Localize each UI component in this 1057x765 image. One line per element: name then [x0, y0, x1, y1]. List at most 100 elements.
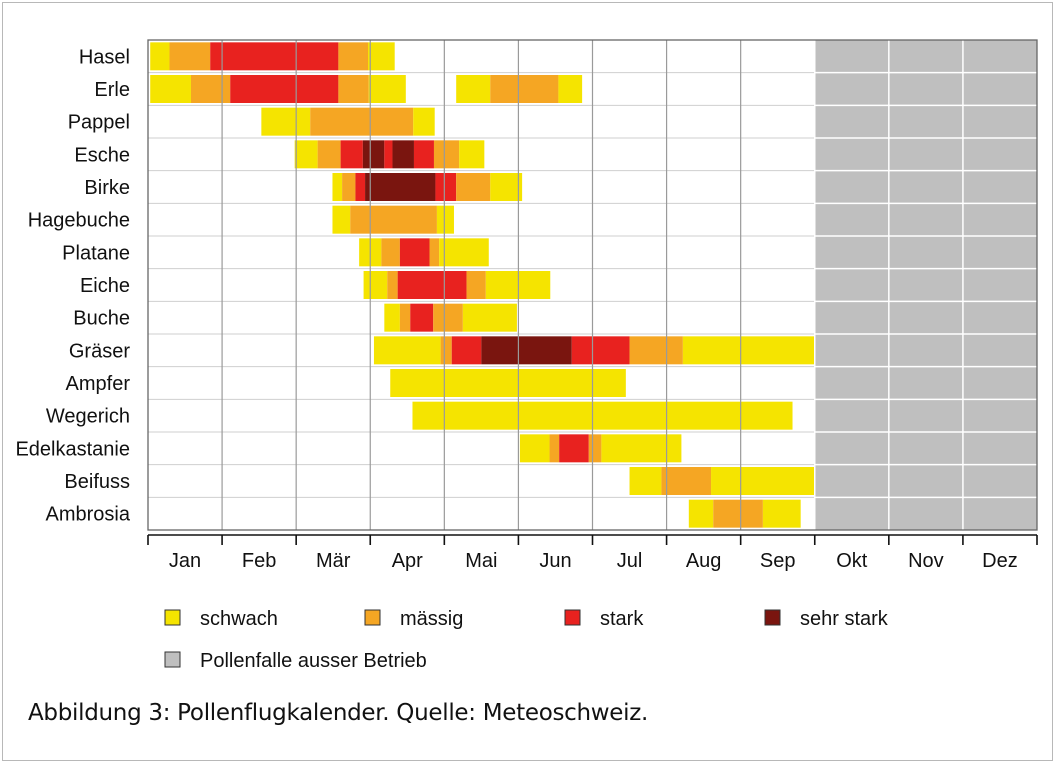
legend-label-sehr_stark: sehr stark: [800, 608, 889, 630]
bar-segment-schwach: [261, 107, 311, 136]
legend-label-schwach: schwach: [200, 608, 278, 630]
row-label: Ampfer: [66, 373, 131, 395]
bar-segment-maessig: [429, 238, 440, 267]
bar-segment-schwach: [682, 336, 815, 365]
bar-segment-maessig: [169, 42, 211, 71]
bar-segment-maessig: [317, 140, 341, 169]
bar-segment-maessig: [190, 75, 231, 103]
row-label: Hasel: [79, 46, 130, 68]
legend-label-stark: stark: [600, 608, 644, 630]
bar-segment-sehr_stark: [481, 336, 572, 365]
legend-label-maessig: mässig: [400, 608, 463, 630]
bar-segment-schwach: [368, 42, 395, 71]
row-label: Gräser: [69, 340, 130, 362]
bar-segment-schwach: [413, 107, 435, 136]
bar-segment-schwach: [294, 140, 318, 169]
bar-segment-stark: [210, 42, 339, 71]
legend-swatch-stark: [564, 609, 581, 626]
bar-segment-maessig: [456, 173, 491, 201]
bar-segment-schwach: [762, 499, 801, 528]
figure-caption: Abbildung 3: Pollenflugkalender. Quelle:…: [28, 700, 649, 726]
x-tick-label: Mär: [316, 550, 351, 572]
bar-segment-schwach: [368, 75, 406, 103]
bar-segment-stark: [413, 140, 434, 169]
row-label: Erle: [94, 79, 130, 101]
legend-swatch-maessig: [364, 609, 381, 626]
row-label: Ambrosia: [46, 504, 131, 526]
row-label: Birke: [84, 177, 130, 199]
bar-segment-schwach: [412, 401, 793, 430]
bar-segment-maessig: [661, 467, 712, 495]
x-tick-label: Mai: [465, 550, 497, 572]
bar-segment-stark: [435, 173, 457, 201]
legend-swatch-ausser_betrieb: [164, 651, 181, 668]
bar-segment-schwach: [373, 336, 441, 365]
bar-segment-maessig: [466, 271, 486, 299]
bar-segment-schwach: [332, 173, 343, 201]
bar-segment-maessig: [490, 75, 559, 103]
bar-segment-schwach: [519, 434, 550, 463]
bar-segment-schwach: [688, 499, 714, 528]
bar-segment-maessig: [433, 140, 460, 169]
row-label: Hagebuche: [28, 210, 130, 232]
x-tick-label: Jul: [617, 550, 643, 572]
x-tick-label: Jun: [539, 550, 571, 572]
row-label: Wegerich: [46, 406, 130, 428]
bar-segment-stark: [397, 271, 467, 299]
x-tick-label: Okt: [836, 550, 868, 572]
legend-swatch-schwach: [164, 609, 181, 626]
bar-segment-sehr_stark: [392, 140, 414, 169]
bar-segment-maessig: [338, 42, 369, 71]
bar-segment-schwach: [490, 173, 523, 201]
bar-segment-stark: [355, 173, 366, 201]
row-label: Buche: [73, 308, 130, 330]
bar-segment-schwach: [384, 303, 400, 332]
bar-segment-schwach: [363, 271, 388, 299]
bar-segment-schwach: [601, 434, 682, 463]
bar-segment-stark: [230, 75, 339, 103]
x-tick-label: Dez: [982, 550, 1018, 572]
x-tick-label: Nov: [908, 550, 944, 572]
bar-segment-stark: [340, 140, 363, 169]
bar-segment-schwach: [150, 42, 170, 71]
bar-segment-stark: [399, 238, 430, 267]
bar-segment-maessig: [629, 336, 683, 365]
bar-segment-maessig: [399, 303, 411, 332]
plot-border: [147, 39, 1038, 531]
bar-segment-maessig: [387, 271, 398, 299]
bar-segment-schwach: [439, 238, 489, 267]
bar-segment-maessig: [381, 238, 400, 267]
bar-segment-schwach: [436, 205, 454, 234]
x-tick-label: Aug: [686, 550, 722, 572]
bar-segment-maessig: [338, 75, 369, 103]
row-label: Beifuss: [64, 471, 130, 493]
bar-segment-maessig: [310, 107, 414, 136]
bar-segment-maessig: [350, 205, 437, 234]
bar-segment-stark: [384, 140, 393, 169]
bar-segment-stark: [451, 336, 482, 365]
x-tick-label: Feb: [242, 550, 276, 572]
bar-segment-schwach: [462, 303, 517, 332]
bar-segment-schwach: [390, 369, 626, 397]
bar-segment-sehr_stark: [362, 140, 385, 169]
row-label: Esche: [74, 144, 130, 166]
bar-segment-maessig: [433, 303, 463, 332]
inactive-zone: [814, 40, 1037, 530]
bar-segment-schwach: [150, 75, 191, 103]
bar-segment-schwach: [711, 467, 815, 495]
bar-segment-sehr_stark: [365, 173, 436, 201]
bar-segment-stark: [410, 303, 434, 332]
bar-segment-maessig: [713, 499, 763, 528]
x-tick-label: Jan: [169, 550, 201, 572]
x-tick-label: Sep: [760, 550, 796, 572]
x-tick-label: Apr: [392, 550, 423, 572]
bar-segment-maessig: [440, 336, 452, 365]
bar-segment-schwach: [629, 467, 662, 495]
bar-segment-maessig: [342, 173, 356, 201]
bar-segment-maessig: [588, 434, 602, 463]
bar-segment-stark: [559, 434, 589, 463]
bar-segment-schwach: [558, 75, 583, 103]
row-label: Eiche: [80, 275, 130, 297]
bar-segment-schwach: [459, 140, 485, 169]
